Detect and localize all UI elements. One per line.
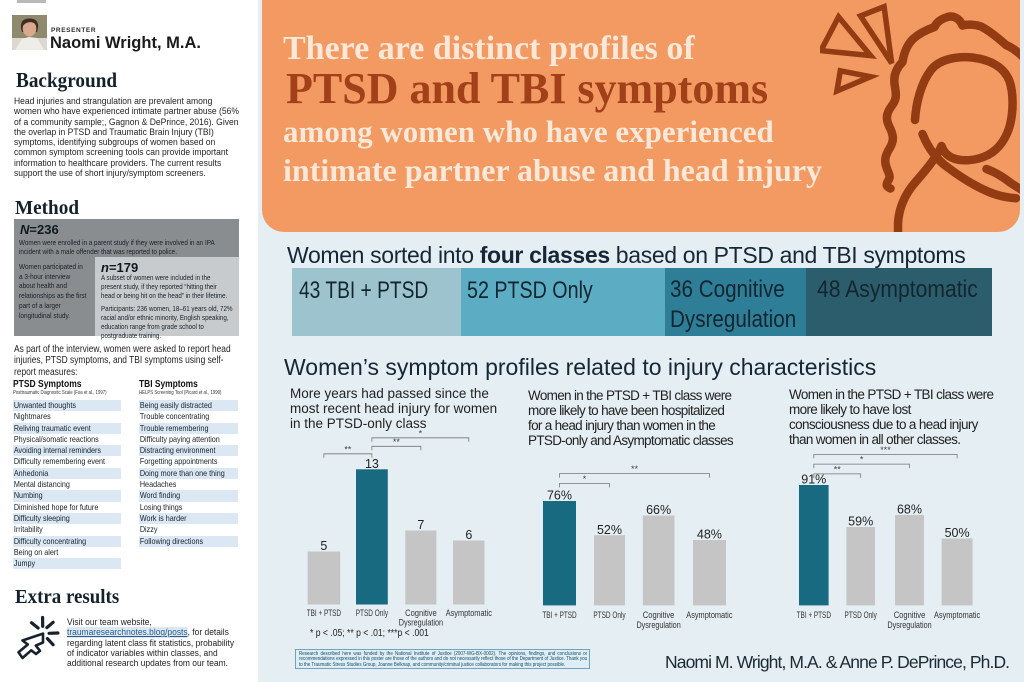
svg-text:Dysregulation: Dysregulation: [887, 620, 931, 630]
svg-text:Asymptomatic: Asymptomatic: [934, 610, 981, 620]
svg-text:Asymptomatic: Asymptomatic: [446, 608, 493, 618]
svg-text:**: **: [834, 464, 842, 474]
svg-text:Asymptomatic: Asymptomatic: [686, 610, 733, 620]
svg-text:68%: 68%: [897, 503, 922, 517]
svg-text:13: 13: [365, 457, 379, 471]
svg-text:Dysregulation: Dysregulation: [399, 618, 443, 628]
svg-text:PTSD Only: PTSD Only: [845, 610, 878, 620]
svg-text:Dysregulation: Dysregulation: [636, 620, 680, 630]
svg-text:TBI + PTSD: TBI + PTSD: [542, 610, 577, 620]
svg-text:91%: 91%: [801, 473, 826, 487]
svg-text:Cognitive: Cognitive: [643, 610, 675, 620]
svg-text:*: *: [419, 430, 423, 438]
svg-text:6: 6: [465, 528, 472, 542]
svg-text:TBI + PTSD: TBI + PTSD: [307, 608, 342, 618]
svg-text:**: **: [344, 444, 352, 454]
svg-text:Cognitive: Cognitive: [405, 608, 437, 618]
svg-text:66%: 66%: [646, 503, 671, 517]
svg-text:76%: 76%: [547, 489, 572, 503]
svg-text:52%: 52%: [597, 523, 622, 537]
svg-text:48%: 48%: [697, 528, 722, 542]
svg-text:7: 7: [417, 518, 424, 532]
svg-text:***: ***: [880, 445, 891, 455]
svg-text:50%: 50%: [945, 526, 970, 540]
svg-text:**: **: [393, 437, 401, 447]
svg-text:5: 5: [320, 539, 327, 553]
svg-text:*: *: [860, 455, 864, 465]
svg-text:PTSD Only: PTSD Only: [356, 608, 389, 618]
svg-text:*: *: [583, 474, 587, 484]
svg-text:TBI + PTSD: TBI + PTSD: [797, 610, 832, 620]
svg-text:**: **: [631, 464, 639, 474]
svg-text:Cognitive: Cognitive: [894, 610, 926, 620]
svg-text:59%: 59%: [848, 515, 873, 529]
svg-text:PTSD Only: PTSD Only: [593, 610, 626, 620]
